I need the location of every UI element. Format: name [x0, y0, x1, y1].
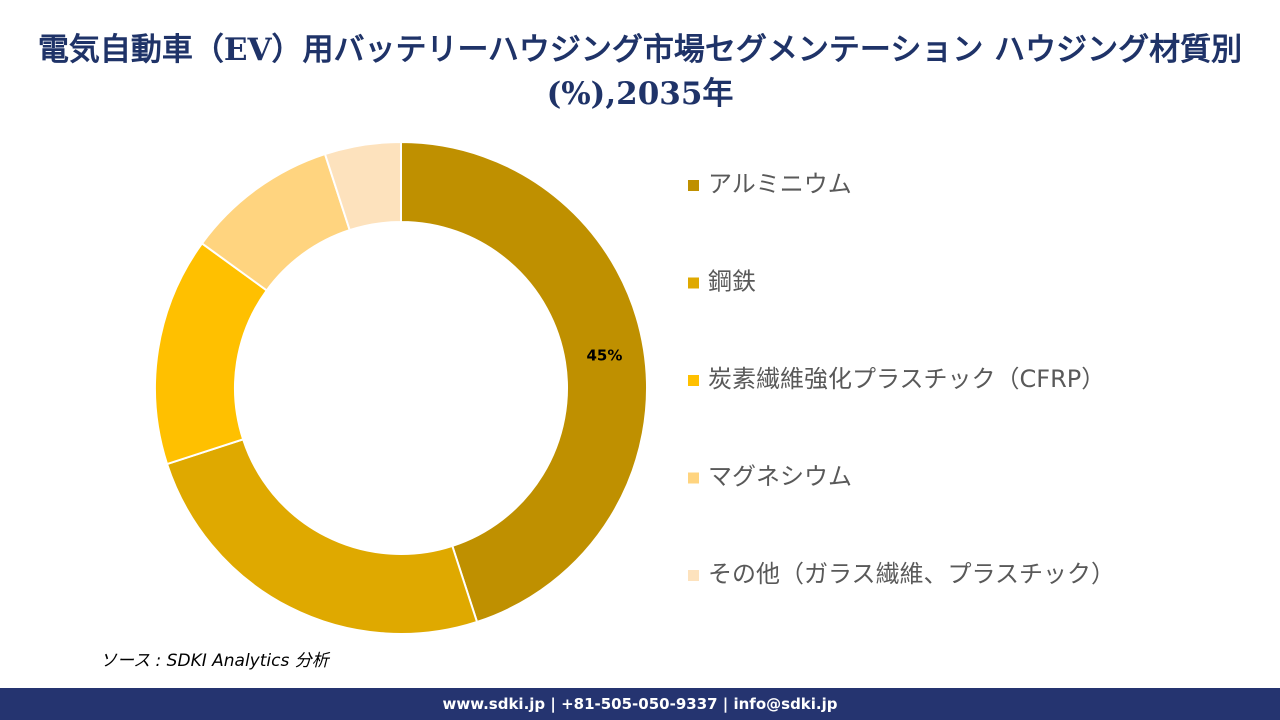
legend-label: 鋼鉄 [708, 268, 756, 296]
legend-label: その他（ガラス繊維、プラスチック） [708, 560, 1115, 588]
legend-label: アルミニウム [708, 170, 852, 198]
legend-swatch [688, 277, 699, 289]
legend-swatch [688, 375, 699, 386]
legend-swatch [688, 570, 699, 581]
source: ソース : SDKI Analytics 分析 [100, 651, 329, 671]
chart-title: 電気自動車（EV）用バッテリーハウジング市場セグメンテーション ハウジング材質別… [37, 32, 1243, 112]
legend-swatch [688, 180, 699, 191]
donut-segment [400, 140, 648, 624]
legend-label: マグネシウム [708, 463, 852, 491]
donut-segment [323, 140, 402, 232]
legend-label: 炭素繊維強化プラスチック（CFRP） [708, 365, 1105, 393]
footer: www.sdki.jp | +81-505-050-9337 | info@sd… [0, 688, 1280, 720]
legend-swatch [688, 472, 699, 484]
data-label: 45% [587, 346, 623, 364]
donut-segment [165, 438, 479, 635]
